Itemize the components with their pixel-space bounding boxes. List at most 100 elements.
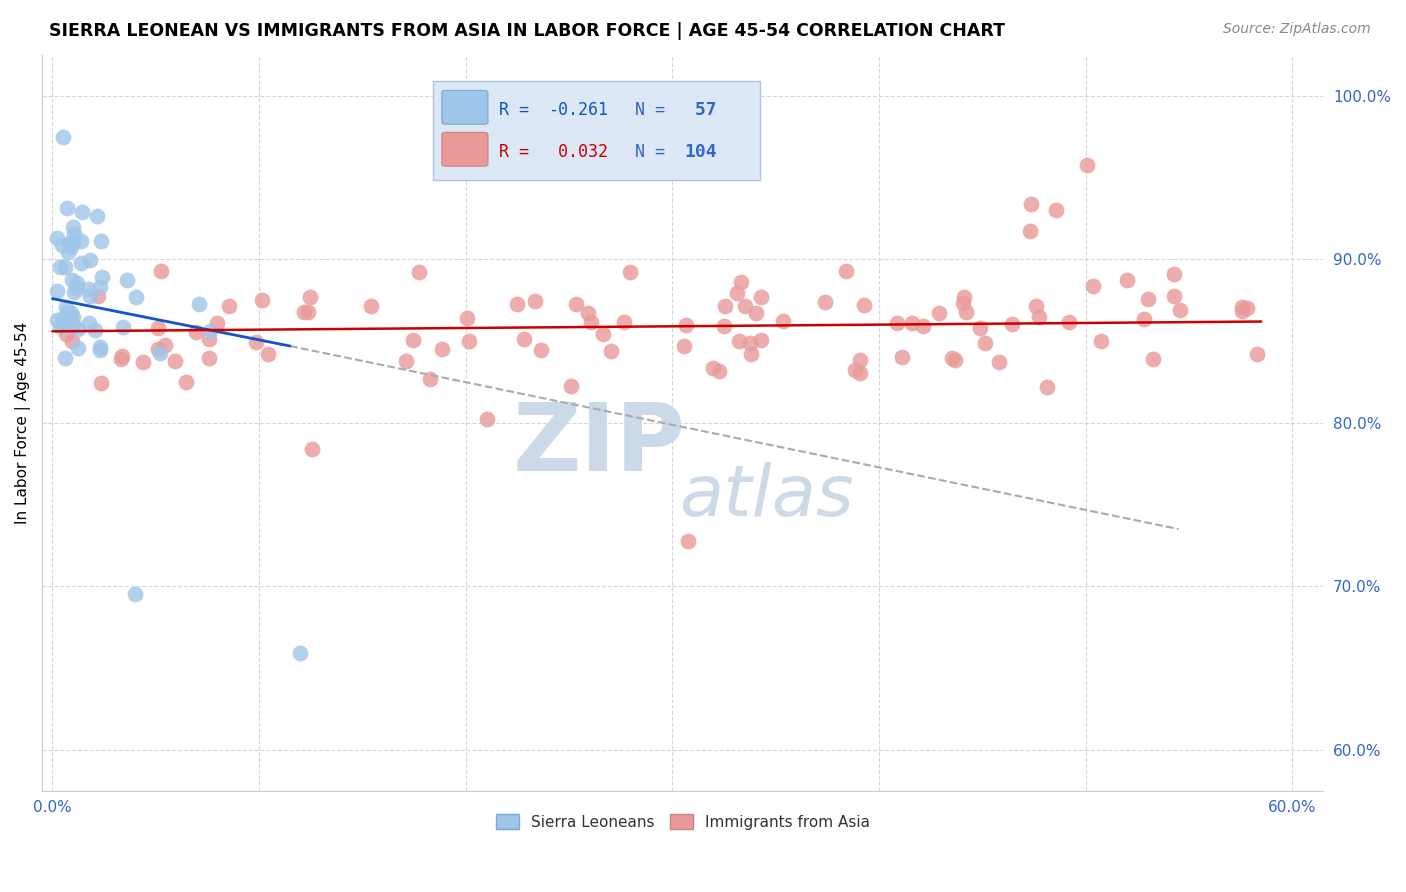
Point [66, 276, 89, 290]
Point [84, 323, 107, 337]
Point [730, 276, 752, 290]
Point [86, 209, 108, 223]
Point [290, 646, 312, 660]
Point [749, 290, 772, 304]
Point [1081, 278, 1104, 293]
Point [848, 366, 870, 380]
Point [613, 315, 636, 329]
Point [911, 319, 934, 334]
Point [91, 269, 114, 284]
Point [506, 296, 529, 310]
Point [89, 343, 111, 358]
Point [849, 353, 872, 368]
Point [301, 442, 323, 457]
Point [673, 339, 696, 353]
Point [77, 316, 100, 330]
Point [844, 363, 866, 377]
Point [110, 349, 132, 363]
Point [87, 289, 110, 303]
Point [66, 281, 89, 295]
Point [772, 314, 794, 328]
Point [149, 346, 172, 360]
Point [592, 326, 614, 341]
Point [456, 310, 478, 325]
Point [298, 291, 321, 305]
Point [560, 378, 582, 392]
Point [45, 284, 67, 298]
Point [1236, 301, 1258, 315]
Point [714, 299, 737, 313]
Point [1230, 304, 1253, 318]
Text: SIERRA LEONEAN VS IMMIGRANTS FROM ASIA IN LABOR FORCE | AGE 45-54 CORRELATION CH: SIERRA LEONEAN VS IMMIGRANTS FROM ASIA I… [49, 22, 1005, 40]
Point [60, 334, 83, 348]
Point [576, 306, 599, 320]
Point [89, 340, 111, 354]
Point [395, 354, 418, 368]
Point [524, 294, 547, 309]
Point [198, 332, 221, 346]
Point [66, 341, 89, 355]
Point [60, 306, 83, 320]
Point [53, 260, 76, 274]
Point [945, 353, 967, 368]
FancyBboxPatch shape [441, 90, 488, 124]
Text: 0.032: 0.032 [548, 144, 609, 161]
Point [734, 299, 756, 313]
Point [56, 306, 79, 320]
Point [125, 290, 148, 304]
Point [218, 299, 240, 313]
Point [709, 364, 731, 378]
Point [205, 316, 228, 330]
Point [124, 587, 146, 601]
Point [565, 297, 588, 311]
Point [53, 351, 76, 366]
Point [852, 298, 875, 312]
Text: Source: ZipAtlas.com: Source: ZipAtlas.com [1223, 22, 1371, 37]
Text: N =: N = [636, 144, 675, 161]
Point [62, 235, 84, 249]
Point [186, 325, 208, 339]
Point [360, 299, 382, 313]
Point [835, 263, 858, 277]
Point [60, 273, 83, 287]
Point [163, 354, 186, 368]
Point [250, 293, 273, 308]
Point [1090, 334, 1112, 348]
Point [55, 301, 77, 315]
Point [928, 306, 950, 320]
Point [740, 347, 762, 361]
Point [55, 326, 77, 341]
Point [1045, 203, 1067, 218]
Point [600, 343, 623, 358]
Text: R =: R = [499, 144, 540, 161]
Point [1230, 300, 1253, 314]
Point [513, 332, 536, 346]
Point [886, 317, 908, 331]
Point [725, 285, 748, 300]
Point [619, 265, 641, 279]
Point [814, 294, 837, 309]
Point [1036, 380, 1059, 394]
Point [146, 321, 169, 335]
Text: N =: N = [636, 102, 675, 120]
Text: atlas: atlas [679, 462, 853, 531]
Point [1115, 273, 1137, 287]
Point [1132, 312, 1154, 326]
Point [1019, 224, 1042, 238]
Point [457, 334, 479, 348]
Point [132, 355, 155, 369]
Text: ZIP: ZIP [513, 399, 686, 491]
Point [728, 334, 751, 348]
Point [56, 244, 79, 259]
Point [1001, 317, 1024, 331]
FancyBboxPatch shape [433, 81, 759, 180]
Point [174, 375, 197, 389]
Point [745, 305, 768, 319]
Point [256, 347, 278, 361]
Text: 57: 57 [683, 102, 717, 120]
Point [901, 316, 924, 330]
Point [90, 235, 112, 249]
Point [245, 335, 267, 350]
Point [52, 129, 75, 144]
Point [59, 240, 82, 254]
